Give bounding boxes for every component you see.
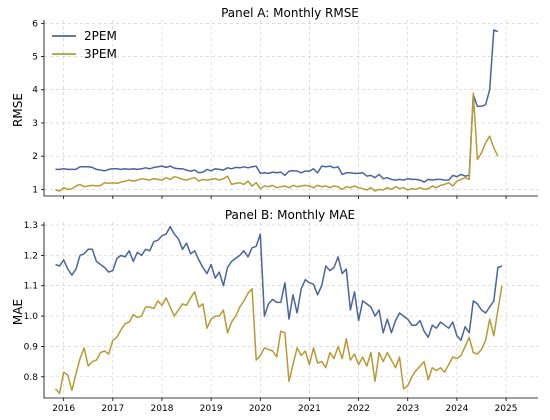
panel-b-xtick-label: 2022 [347,404,370,414]
panel-b-series-3pem [54,285,503,395]
panel-b-mae: Panel B: Monthly MAE 0.8 0.9 1.0 1.1 1.2 1.3 2… [11,208,538,414]
panel-b-xtick-label: 2025 [495,404,518,414]
panel-a-axes [43,20,538,197]
panel-a-ticks: 1 2 3 4 5 6 [32,19,507,199]
panel-a-ylabel: RMSE [11,93,25,127]
panel-b-ytick-label: 1.0 [24,312,39,322]
panel-a-title: Panel A: Monthly RMSE [221,6,359,20]
panel-b-xtick-label: 2021 [298,404,321,414]
legend-label-2pem: 2PEM [84,29,117,43]
panel-b-xtick-label: 2017 [101,404,124,414]
panel-a-rmse: Panel A: Monthly RMSE 1 2 3 4 5 6 RMSE 2PEM 3… [11,6,538,199]
panel-a-series-3pem [55,92,499,192]
panel-b-title: Panel B: Monthly MAE [225,208,355,222]
panel-a-grid [44,20,538,196]
panel-b-ytick-label: 1.1 [24,282,38,292]
panel-b-xtick-label: 2018 [151,404,174,414]
panel-b-ytick-label: 1.3 [24,221,38,231]
legend-label-3pem: 3PEM [84,47,117,61]
panel-b-xtick-label: 2016 [52,404,75,414]
panel-a-ytick-label: 4 [32,86,38,96]
panel-b-xtick-label: 2019 [200,404,223,414]
panel-a-series [55,29,499,192]
panel-a-series-2pem [55,29,499,183]
panel-a-ytick-label: 3 [32,119,38,129]
panel-b-ytick-label: 1.2 [24,251,38,261]
panel-b-ytick-label: 0.8 [24,373,39,383]
legend: 2PEM 3PEM [52,29,117,61]
panel-b-axes [43,222,538,399]
panel-b-xtick-label: 2024 [445,404,468,414]
panel-b-ticks: 0.8 0.9 1.0 1.1 1.2 1.3 2016 2017 2018 2019 2020 20… [24,221,518,414]
panel-b-grid [44,222,538,398]
panel-b-xtick-label: 2020 [249,404,272,414]
panel-b-ytick-label: 0.9 [24,342,39,352]
panel-b-series [54,225,503,395]
panel-b-series-2pem [55,225,503,342]
panel-b-xtick-label: 2023 [396,404,419,414]
panel-a-ytick-label: 1 [32,185,38,195]
panel-a-ytick-label: 5 [32,53,38,63]
panel-a-ytick-label: 6 [32,19,38,29]
panel-b-ylabel: MAE [11,299,25,325]
panel-a-ytick-label: 2 [32,152,38,162]
